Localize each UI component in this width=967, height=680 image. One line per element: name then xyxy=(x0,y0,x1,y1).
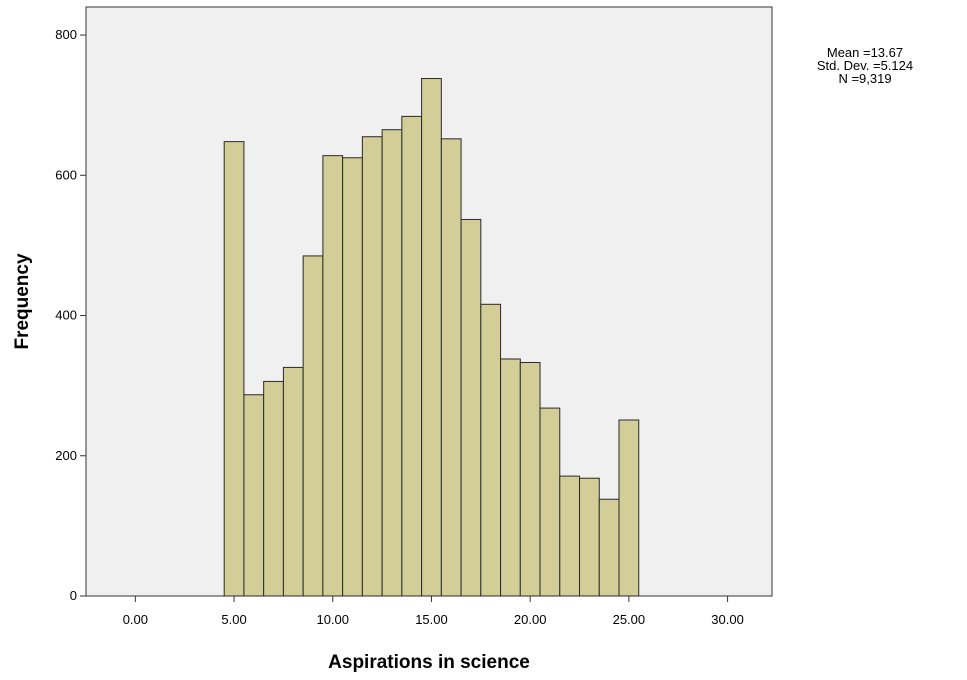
x-tick-label: 0.00 xyxy=(123,612,148,627)
histogram-bar xyxy=(440,138,462,597)
histogram-bar xyxy=(598,498,620,597)
stat-n: N =9,319 xyxy=(838,71,892,86)
x-tick-label: 5.00 xyxy=(221,612,246,627)
stat-std-dev: Std. Dev. =5.124 xyxy=(816,58,914,73)
histogram-bar xyxy=(263,380,284,597)
y-tick-label: 600 xyxy=(55,167,77,182)
histogram-bar xyxy=(500,358,521,597)
histogram-bar xyxy=(559,475,581,597)
x-tick-label: 15.00 xyxy=(415,612,448,627)
x-axis-label: Aspirations in science xyxy=(328,652,530,673)
y-tick-label: 0 xyxy=(70,588,77,603)
y-tick-label: 800 xyxy=(55,27,77,42)
x-tick-label: 25.00 xyxy=(613,612,646,627)
histogram-bar xyxy=(460,218,482,597)
x-tick-label: 20.00 xyxy=(514,612,547,627)
histogram-bar xyxy=(322,155,344,597)
histogram-bar xyxy=(421,78,442,597)
stat-mean: Mean =13.67 xyxy=(826,45,904,60)
histogram-bar xyxy=(282,366,304,597)
x-axis: 0.00 5.00 10.00 15.00 20.00 25.00 30.00 xyxy=(123,596,744,627)
histogram-bar xyxy=(618,419,640,597)
histogram-bar xyxy=(223,141,245,597)
summary-statistics: Mean =13.67 Std. Dev. =5.124 N =9,319 xyxy=(790,46,940,85)
histogram-bar xyxy=(401,115,423,597)
histogram-bar xyxy=(381,129,403,597)
histogram-bar xyxy=(243,394,265,597)
histogram-bars xyxy=(223,78,640,597)
histogram-bar xyxy=(302,255,324,597)
x-tick-label: 10.00 xyxy=(316,612,349,627)
y-tick-label: 200 xyxy=(55,448,77,463)
y-axis: 0 200 400 600 800 xyxy=(55,27,86,603)
histogram-bar xyxy=(361,136,383,597)
histogram-bar xyxy=(539,407,561,597)
histogram-bar xyxy=(579,477,600,597)
y-axis-label: Frequency xyxy=(12,253,33,350)
histogram-bar xyxy=(480,303,502,597)
histogram-bar xyxy=(519,362,541,597)
y-tick-label: 400 xyxy=(55,308,77,323)
histogram-bar xyxy=(342,157,363,597)
x-tick-label: 30.00 xyxy=(711,612,744,627)
